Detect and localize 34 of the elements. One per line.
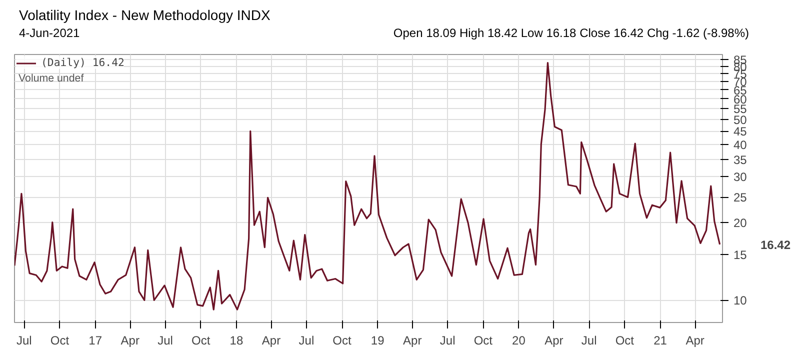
- chart-title: Volatility Index - New Methodology INDX: [19, 6, 272, 25]
- x-tick-label: 19: [370, 334, 385, 348]
- x-tick-label: Apr: [262, 334, 281, 348]
- x-tick-label: Oct: [50, 334, 70, 348]
- text: 16.42: [760, 238, 791, 252]
- x-tick-label: Oct: [615, 334, 635, 348]
- x-tick-label: 20: [512, 334, 526, 348]
- x-tick-label: Jul: [440, 334, 456, 348]
- y-tick-label: 25: [734, 190, 748, 205]
- y-tick-label: 20: [734, 216, 748, 230]
- x-tick-label: Jul: [581, 334, 597, 348]
- text: Open 18.09 High 18.42 Low 16.18 Close 16.42 Chg -1.62 (-8.98%): [393, 25, 749, 42]
- y-tick-label: 45: [734, 124, 748, 139]
- y-tick-label: 35: [734, 152, 748, 167]
- annotation: Volume undef: [18, 72, 84, 84]
- x-tick-label: Apr: [686, 334, 704, 348]
- x-tick-label: Apr: [544, 334, 564, 348]
- x-tick-label: Apr: [403, 334, 422, 348]
- x-tick-label: Jul: [16, 334, 32, 348]
- legend-label: (Daily) 16.42: [41, 56, 124, 69]
- y-tick-label: 40: [734, 138, 748, 152]
- y-tick-label: 15: [734, 248, 748, 262]
- x-tick-label: 17: [88, 334, 102, 348]
- y-tick-label: 10: [734, 294, 748, 308]
- x-tick-label: 18: [230, 334, 244, 348]
- x-tick-label: Jul: [298, 334, 314, 348]
- x-tick-label: 21: [654, 334, 668, 348]
- y-tick-label: 30: [734, 170, 748, 184]
- x-tick-label: Oct: [474, 334, 494, 348]
- x-tick-label: Oct: [192, 334, 211, 348]
- x-tick-label: Jul: [158, 334, 173, 348]
- x-tick-label: Apr: [120, 334, 140, 348]
- chart-subtitle: 4-Jun-2021: [19, 25, 80, 42]
- x-tick-label: Oct: [332, 334, 352, 348]
